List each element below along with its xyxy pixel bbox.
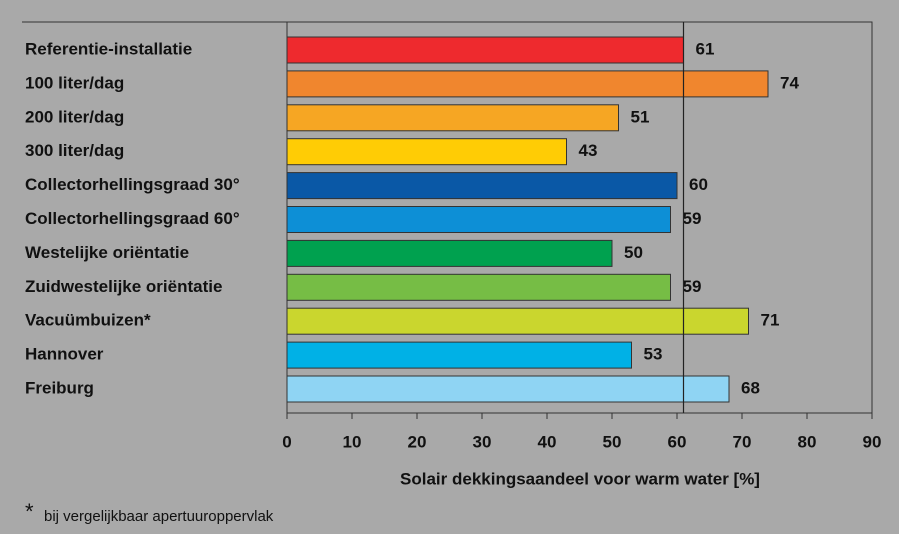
bar [286,206,671,233]
bar [286,307,749,335]
bar [286,239,613,267]
footnote: bij vergelijkbaar apertuuroppervlak [44,508,274,525]
x-tick-label: 30 [473,432,492,451]
bar [286,138,567,166]
x-tick-label: 40 [538,432,557,451]
bar [286,104,619,132]
value-label: 74 [780,73,799,92]
value-label: 53 [644,345,663,364]
value-label: 51 [631,107,650,126]
bar [286,273,671,301]
category-label: Westelijke oriëntatie [25,243,189,262]
x-tick-label: 10 [343,432,362,451]
x-tick-label: 70 [733,432,752,451]
category-label: Hannover [25,345,104,364]
bar [286,172,678,200]
category-label: Referentie-installatie [25,39,192,58]
value-label: 71 [761,311,780,330]
value-label: 50 [624,243,643,262]
value-label: 43 [579,141,598,160]
value-label: 61 [696,39,715,58]
category-label: Zuidwestelijke oriëntatie [25,277,222,296]
category-label: 300 liter/dag [25,141,124,160]
footnote-marker: * [25,499,34,524]
bar [286,36,684,64]
value-label: 68 [741,378,760,397]
x-tick-label: 90 [863,432,882,451]
category-label: 100 liter/dag [25,73,124,92]
x-axis-label: Solair dekkingsaandeel voor warm water [… [400,469,760,488]
value-label: 59 [683,277,702,296]
x-tick-label: 50 [603,432,622,451]
x-tick-label: 80 [798,432,817,451]
category-label: 200 liter/dag [25,107,124,126]
x-tick-label: 60 [668,432,687,451]
category-label: Freiburg [25,378,94,397]
category-label: Collectorhellingsgraad 60° [25,209,240,228]
bar [286,375,730,403]
x-tick-label: 0 [282,432,291,451]
value-label: 59 [683,209,702,228]
bar [286,70,769,98]
bar [286,341,632,369]
x-tick-label: 20 [408,432,427,451]
category-label: Collectorhellingsgraad 30° [25,175,240,194]
category-label: Vacuümbuizen* [25,311,151,330]
value-label: 60 [689,175,708,194]
